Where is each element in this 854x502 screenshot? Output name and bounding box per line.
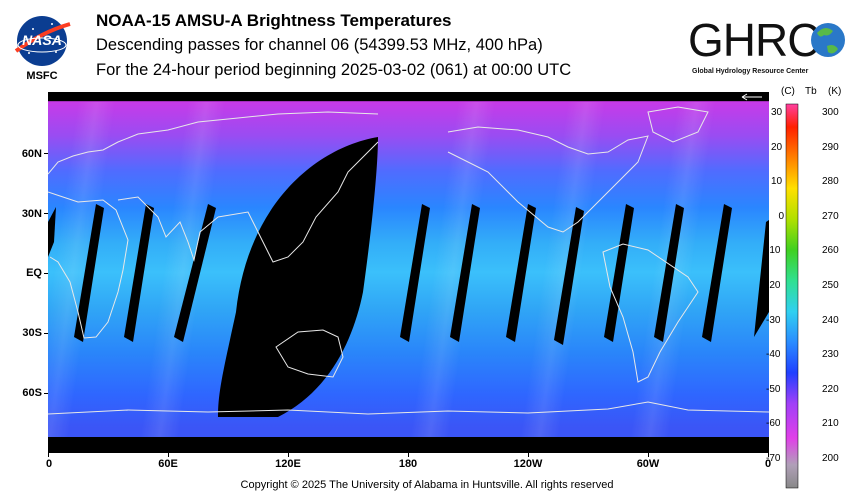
ghrc-logo-text: GHRC [688, 14, 819, 66]
tick-60s-left [44, 393, 48, 394]
tick-lon-60e [168, 453, 169, 457]
colorbar-celsius-label: -60 [766, 418, 781, 430]
tick-30s-left [44, 333, 48, 334]
colorbar-kelvin-label: 260 [822, 245, 839, 257]
nasa-logo-text: NASA [22, 32, 62, 48]
colorbar-kelvin-label: 280 [822, 176, 839, 188]
colorbar-gradient [785, 103, 799, 489]
colorbar-header-kelvin: (K) [828, 86, 842, 97]
colorbar-kelvin-label: 240 [822, 314, 839, 326]
colorbar-celsius-label: 0 [778, 210, 784, 222]
swath-gaps [48, 204, 769, 345]
chart-subtitle: Descending passes for channel 06 (54399.… [96, 36, 543, 54]
colorbar-header-celsius: (C) [781, 86, 795, 97]
tick-lon-120e [288, 453, 289, 457]
tick-lon-0 [48, 453, 49, 457]
colorbar-celsius-label: 30 [771, 107, 783, 118]
tick-lon-180 [408, 453, 409, 457]
tick-lon-120w [528, 453, 529, 457]
colorbar-celsius-label: -40 [766, 349, 781, 361]
lon-label-120w: 120W [513, 458, 543, 470]
colorbar: (C) Tb (K) 30 300 20 290 10 280 0 270 -10 [766, 84, 854, 494]
lon-label-60w: 60W [636, 458, 660, 470]
colorbar-kelvin-label: 200 [822, 453, 839, 464]
lat-label-eq: EQ [26, 267, 42, 279]
colorbar-kelvin-label: 210 [822, 418, 839, 430]
lat-label-60s: 60S [22, 387, 42, 399]
colorbar-header-tb: Tb [805, 86, 817, 97]
colorbar-kelvin-label: 270 [822, 210, 839, 222]
nasa-center-label: MSFC [26, 70, 58, 82]
nasa-logo: NASA MSFC [12, 8, 78, 86]
coastlines [47, 106, 770, 415]
colorbar-celsius-label: -10 [766, 245, 781, 257]
tick-eq-left [44, 273, 48, 274]
top-right-arrow-marker [738, 92, 769, 101]
colorbar-kelvin-label: 230 [822, 349, 839, 361]
colorbar-kelvin-label: 290 [822, 141, 839, 153]
ghrc-caption: Global Hydrology Resource Center [692, 68, 809, 75]
lon-label-120e: 120E [275, 458, 301, 470]
chart-period: For the 24-hour period beginning 2025-03… [96, 61, 572, 79]
lat-label-60n: 60N [21, 148, 42, 160]
colorbar-celsius-label: 10 [771, 176, 783, 188]
tick-30n-left [44, 213, 48, 214]
colorbar-celsius-label: -20 [766, 280, 781, 291]
lon-label-60e: 60E [158, 458, 178, 470]
colorbar-celsius-label: 20 [771, 141, 783, 153]
lon-label-180: 180 [398, 458, 418, 470]
colorbar-svg [785, 103, 799, 489]
colorbar-kelvin-label: 300 [822, 107, 839, 118]
lat-label-30n: 30N [21, 208, 42, 220]
tick-60n-left [44, 153, 48, 154]
chart-title: NOAA-15 AMSU-A Brightness Temperatures [96, 11, 452, 30]
brightness-temperature-map [29, 92, 770, 453]
lon-label-0: 0 [45, 458, 53, 470]
lon-label-0-right: 0 [764, 458, 772, 470]
colorbar-celsius-label: -70 [766, 453, 781, 464]
colorbar-celsius-label: -30 [766, 314, 781, 326]
colorbar-celsius-label: -50 [766, 383, 781, 395]
tick-lon-0-right [768, 453, 769, 457]
lat-label-30s: 30S [22, 327, 42, 339]
ghrc-logo: GHRC Global Hydrology Resource Center [686, 8, 852, 80]
map-svg [29, 92, 770, 453]
copyright-footer: Copyright © 2025 The University of Alaba… [240, 479, 614, 491]
colorbar-kelvin-label: 220 [822, 383, 839, 395]
data-gap-large [218, 137, 378, 417]
tick-lon-60w [648, 453, 649, 457]
colorbar-kelvin-label: 250 [822, 280, 839, 291]
